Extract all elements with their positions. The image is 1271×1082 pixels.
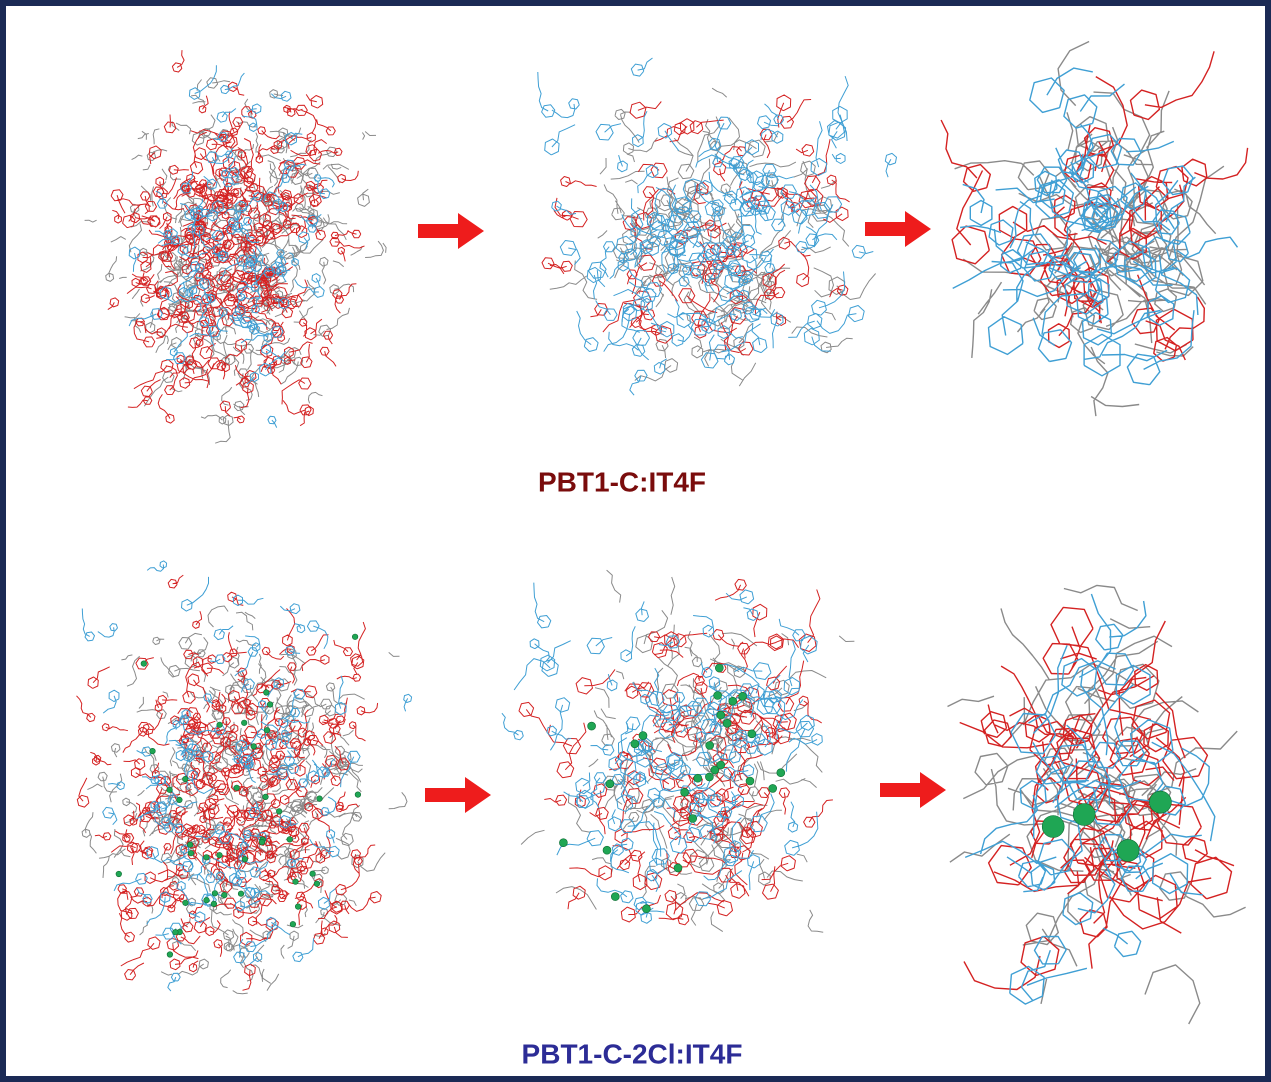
chlorine-atom — [276, 809, 282, 815]
chlorine-atom — [222, 892, 228, 898]
chlorine-atom — [116, 871, 122, 877]
chlorine-atom — [642, 905, 650, 913]
chlorine-atom — [141, 661, 147, 667]
chlorine-atom — [714, 692, 722, 700]
chlorine-atom — [241, 720, 247, 726]
chlorine-atom — [1073, 804, 1095, 826]
chlorine-atom — [717, 711, 725, 719]
chlorine-atom — [748, 730, 756, 738]
system-label: PBT1-C-2Cl:IT4F — [522, 1038, 743, 1069]
chlorine-atom — [259, 839, 265, 845]
chlorine-atom — [204, 897, 210, 903]
chlorine-atom — [264, 727, 270, 733]
page: PBT1-C:IT4F PBT1-C-2Cl:IT4F (() => { con… — [0, 0, 1271, 1082]
chlorine-atom — [694, 774, 702, 782]
chlorine-atom — [639, 732, 647, 740]
chlorine-atom — [588, 722, 596, 730]
chlorine-atom — [317, 796, 323, 802]
chlorine-atom — [188, 850, 194, 856]
chlorine-atom — [689, 815, 697, 823]
chlorine-atom — [217, 852, 223, 858]
chlorine-atom — [352, 634, 358, 640]
chlorine-atom — [314, 881, 320, 887]
chlorine-atom — [631, 740, 639, 748]
chlorine-atom — [611, 893, 619, 901]
chlorine-atom — [264, 690, 270, 696]
chlorine-atom — [242, 856, 248, 862]
chlorine-atom — [183, 776, 189, 782]
chlorine-atom — [183, 900, 189, 906]
chlorine-atom — [706, 741, 714, 749]
chlorine-atom — [674, 864, 682, 872]
chlorine-atom — [217, 722, 223, 728]
chlorine-atom — [267, 702, 273, 708]
chlorine-atom — [705, 773, 713, 781]
chlorine-atom — [212, 891, 218, 897]
chlorine-atom — [234, 785, 240, 791]
chlorine-atom — [177, 797, 183, 803]
chlorine-atom — [715, 664, 723, 672]
chlorine-atom — [777, 769, 785, 777]
chlorine-atom — [717, 761, 725, 769]
chlorine-atom — [681, 788, 689, 796]
chlorine-atom — [287, 837, 293, 843]
chlorine-atom — [211, 901, 217, 907]
chlorine-atom — [150, 748, 156, 754]
chlorine-atom — [290, 921, 296, 927]
chlorine-atom — [1117, 839, 1139, 861]
chlorine-atom — [739, 692, 747, 700]
chlorine-atom — [746, 777, 754, 785]
chlorine-atom — [173, 929, 179, 935]
figure: PBT1-C:IT4F PBT1-C-2Cl:IT4F — [0, 0, 1271, 1082]
chlorine-atom — [729, 697, 737, 705]
chlorine-atom — [204, 855, 210, 861]
chlorine-atom — [355, 792, 361, 798]
chlorine-atom — [167, 787, 173, 793]
chlorine-atom — [310, 871, 316, 877]
chlorine-atom — [769, 784, 777, 792]
chlorine-atom — [606, 780, 614, 788]
chlorine-atom — [263, 794, 269, 800]
chlorine-atom — [238, 891, 244, 897]
chlorine-atom — [1042, 816, 1064, 838]
chlorine-atom — [603, 846, 611, 854]
chlorine-atom — [293, 879, 299, 885]
chlorine-atom — [559, 839, 567, 847]
chlorine-atom — [723, 719, 731, 727]
chlorine-atom — [295, 904, 301, 910]
chlorine-atom — [1149, 791, 1171, 813]
chlorine-atom — [167, 952, 173, 958]
chlorine-atom — [187, 842, 193, 848]
system-label: PBT1-C:IT4F — [538, 466, 706, 497]
chlorine-atom — [251, 744, 257, 750]
